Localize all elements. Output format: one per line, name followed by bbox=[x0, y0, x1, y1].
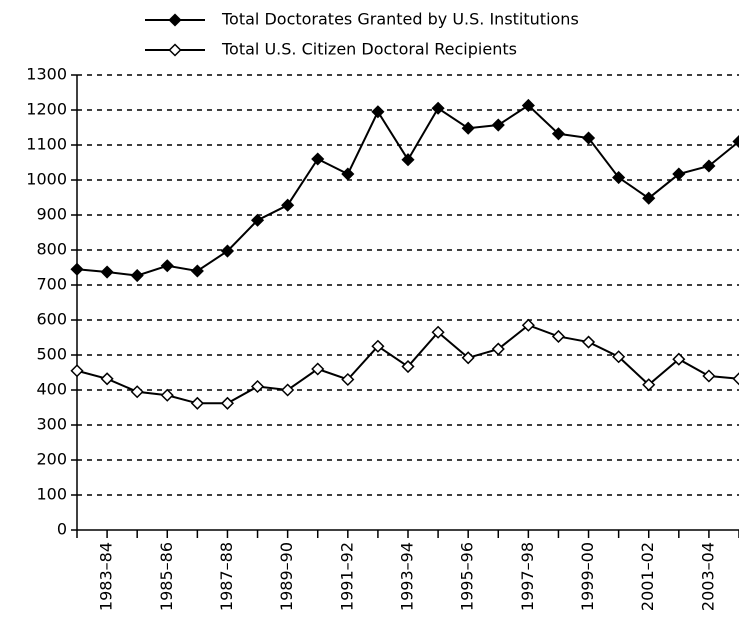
y-tick-label: 600 bbox=[36, 310, 67, 329]
data-point bbox=[732, 372, 739, 386]
y-tick-label: 900 bbox=[36, 205, 67, 224]
data-point bbox=[371, 105, 385, 119]
data-point bbox=[311, 152, 325, 166]
data-point bbox=[672, 352, 686, 366]
legend-label: Total Doctorates Granted by U.S. Institu… bbox=[221, 10, 579, 29]
data-point bbox=[612, 350, 626, 364]
x-tick-label: 1987–88 bbox=[217, 542, 236, 611]
data-point bbox=[702, 369, 716, 383]
data-point bbox=[130, 268, 144, 283]
data-point bbox=[160, 388, 174, 402]
x-tick-label: 1993–94 bbox=[398, 542, 417, 611]
y-tick-label: 700 bbox=[36, 275, 67, 294]
y-tick-label: 800 bbox=[36, 240, 67, 259]
x-tick-label: 2001–02 bbox=[638, 542, 657, 611]
x-tick-label: 1989–90 bbox=[277, 542, 296, 611]
data-point bbox=[281, 198, 295, 212]
data-point bbox=[581, 335, 596, 349]
x-tick-label: 1997–98 bbox=[518, 542, 537, 611]
data-point bbox=[612, 170, 626, 185]
x-tick-label: 1995–96 bbox=[458, 542, 477, 611]
legend-marker bbox=[168, 43, 182, 57]
x-tick-label: 1985–86 bbox=[157, 542, 176, 611]
y-tick-label: 0 bbox=[57, 520, 67, 539]
data-point bbox=[401, 153, 415, 167]
data-point bbox=[281, 383, 295, 397]
data-point bbox=[190, 396, 204, 410]
data-point bbox=[341, 167, 355, 181]
data-point bbox=[250, 379, 265, 394]
data-point bbox=[431, 101, 445, 115]
y-tick-label: 300 bbox=[36, 415, 67, 434]
data-point bbox=[100, 265, 114, 279]
data-point bbox=[431, 325, 445, 339]
data-point bbox=[581, 131, 596, 145]
x-tick-label: 1999–00 bbox=[578, 542, 597, 611]
data-point bbox=[672, 167, 686, 181]
data-point bbox=[521, 318, 535, 332]
data-point bbox=[461, 121, 475, 135]
y-tick-label: 1200 bbox=[26, 100, 67, 119]
x-tick-label: 2003–04 bbox=[698, 542, 717, 611]
data-point bbox=[160, 259, 174, 273]
data-point bbox=[491, 342, 505, 356]
data-point bbox=[702, 159, 716, 173]
data-point bbox=[130, 385, 144, 399]
y-tick-label: 100 bbox=[36, 485, 67, 504]
y-tick-label: 400 bbox=[36, 380, 67, 399]
data-point bbox=[220, 244, 235, 258]
data-point bbox=[491, 118, 505, 132]
data-point bbox=[642, 378, 656, 392]
legend-marker bbox=[168, 13, 182, 27]
data-point bbox=[642, 191, 656, 205]
data-point bbox=[190, 264, 204, 278]
y-tick-label: 200 bbox=[36, 450, 67, 469]
y-tick-label: 500 bbox=[36, 345, 67, 364]
data-point bbox=[100, 372, 114, 386]
data-point bbox=[401, 359, 415, 374]
data-point bbox=[371, 339, 385, 353]
y-tick-label: 1300 bbox=[26, 65, 67, 84]
data-point bbox=[70, 364, 84, 378]
data-point bbox=[250, 213, 265, 227]
x-tick-label: 1991–92 bbox=[337, 542, 356, 611]
data-point bbox=[70, 262, 84, 276]
x-tick-label: 1983–84 bbox=[97, 542, 116, 611]
data-point bbox=[551, 329, 566, 344]
data-point bbox=[521, 98, 535, 113]
data-point bbox=[551, 127, 566, 141]
data-point bbox=[220, 396, 235, 410]
data-point bbox=[341, 372, 355, 387]
data-point bbox=[732, 134, 739, 149]
data-point bbox=[311, 362, 325, 376]
legend-label: Total U.S. Citizen Doctoral Recipients bbox=[221, 40, 517, 59]
y-tick-label: 1100 bbox=[26, 135, 67, 154]
y-tick-label: 1000 bbox=[26, 170, 67, 189]
data-point bbox=[461, 351, 475, 365]
